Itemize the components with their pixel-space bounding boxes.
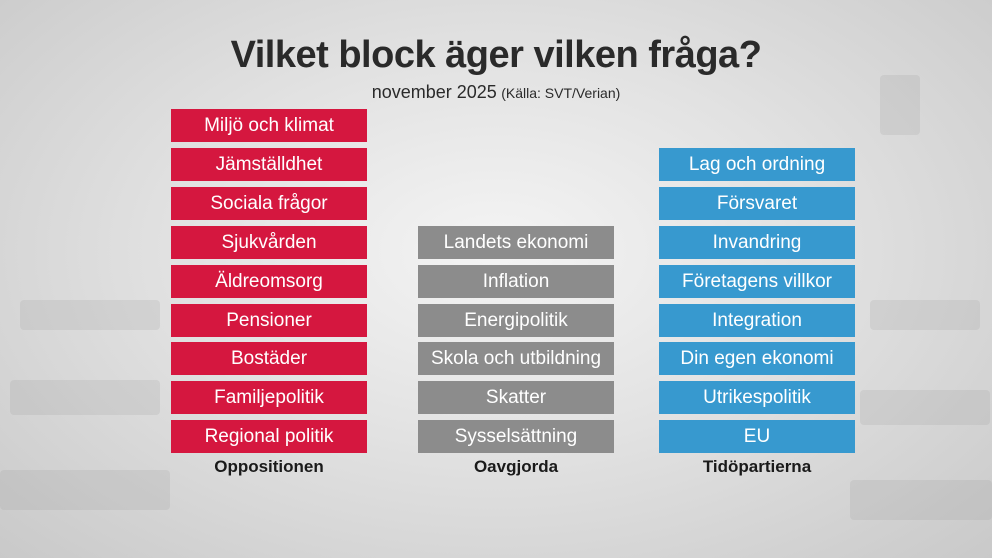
issue-box: Energipolitik	[418, 303, 614, 337]
issue-box: Miljö och klimat	[171, 109, 367, 142]
background-shape	[870, 300, 980, 330]
issue-box: Jämställdhet	[171, 147, 367, 181]
issue-box: Invandring	[659, 225, 855, 259]
issue-box: Äldreomsorg	[171, 264, 367, 298]
background-shape	[20, 300, 160, 330]
background-shape	[850, 480, 992, 520]
issue-box: Sysselsättning	[418, 420, 614, 454]
column-label: Oppositionen	[214, 457, 324, 476]
issue-box: Sociala frågor	[171, 186, 367, 220]
subtitle: november 2025	[371, 82, 497, 102]
issue-box: Utrikespolitik	[659, 381, 855, 415]
issue-box: EU	[659, 420, 855, 454]
issue-box: Regional politik	[171, 420, 367, 454]
issue-box: Försvaret	[659, 186, 855, 220]
issue-box: Sjukvården	[171, 225, 367, 259]
issue-box: Landets ekonomi	[418, 225, 614, 259]
issue-box: Skola och utbildning	[418, 342, 614, 376]
issue-box: Din egen ekonomi	[659, 342, 855, 376]
issue-box: Integration	[659, 303, 855, 337]
source: (Källa: SVT/Verian)	[501, 85, 621, 101]
background-shape	[10, 380, 160, 415]
column-label: Oavgjorda	[473, 457, 559, 476]
issue-box: Familjepolitik	[171, 381, 367, 415]
subtitle-line: november 2025 (Källa: SVT/Verian)	[0, 82, 992, 103]
background-shape	[880, 75, 920, 135]
issue-box: Skatter	[418, 381, 614, 415]
title: Vilket block äger vilken fråga?	[230, 34, 762, 76]
column-label: Tidöpartierna	[702, 457, 812, 476]
issue-box: Bostäder	[171, 342, 367, 376]
issue-box: Lag och ordning	[659, 147, 855, 181]
background-shape	[0, 470, 170, 510]
issue-box: Företagens villkor	[659, 264, 855, 298]
background-shape	[860, 390, 990, 425]
issue-box: Pensioner	[171, 303, 367, 337]
issue-box: Inflation	[418, 264, 614, 298]
